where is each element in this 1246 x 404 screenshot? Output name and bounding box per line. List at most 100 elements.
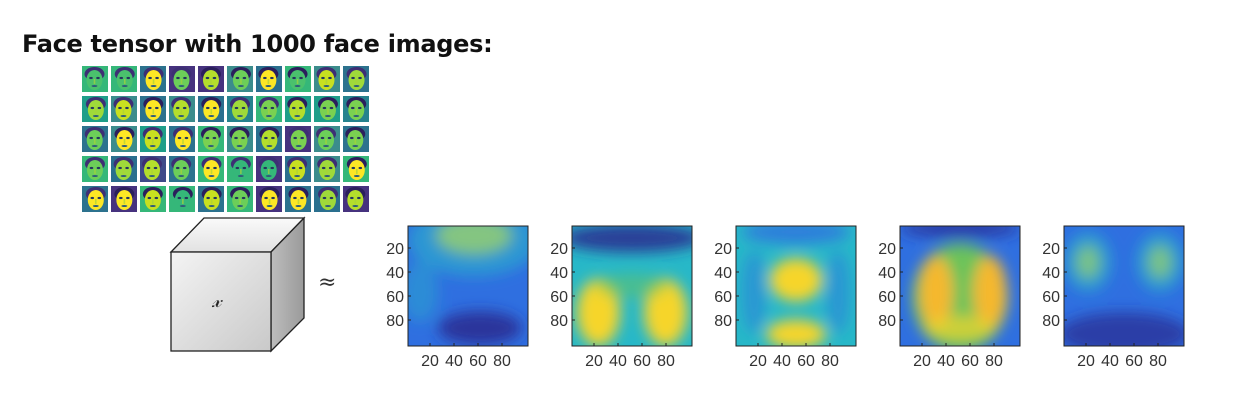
- x-tick-label: 20: [1077, 353, 1095, 370]
- face-thumbnail: [256, 126, 282, 152]
- x-tick-label: 40: [445, 353, 463, 370]
- heatmap-blob: [1136, 232, 1184, 292]
- face-thumbnail: [169, 96, 195, 122]
- heatmap-blob: [742, 250, 766, 334]
- x-tick-label: 80: [1149, 353, 1167, 370]
- face-thumbnail: [111, 186, 137, 212]
- y-tick-label: 60: [550, 289, 568, 306]
- face-thumbnail: [314, 186, 340, 212]
- face-thumbnail: [111, 156, 137, 182]
- approx-symbol: ≈: [318, 270, 337, 295]
- page-title: Face tensor with 1000 face images:: [22, 30, 493, 58]
- heatmap-blob: [1064, 312, 1184, 346]
- face-image-grid: [82, 66, 376, 212]
- heatmap-blob: [438, 311, 522, 345]
- x-tick-label: 20: [749, 353, 767, 370]
- heatmap-frame: [899, 225, 1021, 347]
- face-thumbnail: [256, 66, 282, 92]
- y-tick-label: 40: [550, 265, 568, 282]
- face-thumbnail: [256, 156, 282, 182]
- face-thumbnail: [227, 126, 253, 152]
- heatmap-blob: [919, 256, 953, 328]
- cube-front-face: [170, 251, 272, 352]
- face-thumbnail: [82, 126, 108, 152]
- x-tick-label: 60: [961, 353, 979, 370]
- y-tick-label: 40: [714, 265, 732, 282]
- x-tick-label: 40: [773, 353, 791, 370]
- y-tick-label: 80: [386, 313, 404, 330]
- y-tick-label: 40: [878, 265, 896, 282]
- face-thumbnail: [140, 96, 166, 122]
- y-tick-label: 60: [386, 289, 404, 306]
- y-tick-label: 20: [550, 241, 568, 258]
- y-tick-label: 20: [714, 241, 732, 258]
- face-thumbnail: [111, 126, 137, 152]
- heatmap-blob: [973, 256, 1007, 328]
- heatmap-blob: [576, 278, 620, 346]
- x-tick-label: 20: [585, 353, 603, 370]
- heatmap-frame: [407, 225, 529, 347]
- heatmap-blob: [1064, 232, 1112, 292]
- face-thumbnail: [227, 66, 253, 92]
- face-thumbnail: [314, 126, 340, 152]
- heatmap-blob: [900, 226, 1020, 238]
- y-tick-label: 40: [386, 265, 404, 282]
- x-tick-label: 60: [1125, 353, 1143, 370]
- heatmap-blob: [596, 274, 668, 298]
- heatmap-blob: [769, 258, 823, 302]
- x-tick-label: 20: [913, 353, 931, 370]
- x-tick-label: 80: [493, 353, 511, 370]
- face-thumbnail: [198, 156, 224, 182]
- x-tick-label: 80: [821, 353, 839, 370]
- face-thumbnail: [140, 126, 166, 152]
- face-thumbnail: [82, 156, 108, 182]
- face-thumbnail: [285, 186, 311, 212]
- x-tick-label: 40: [1101, 353, 1119, 370]
- face-thumbnail: [314, 96, 340, 122]
- face-thumbnail: [198, 66, 224, 92]
- face-thumbnail: [169, 186, 195, 212]
- face-thumbnail: [256, 96, 282, 122]
- heatmap-blob: [924, 316, 996, 340]
- y-tick-label: 20: [386, 241, 404, 258]
- factor-panel-2: 20 40 60 80 20 40 60 80: [540, 224, 720, 384]
- y-tick-label: 40: [1042, 265, 1060, 282]
- y-tick-label: 60: [714, 289, 732, 306]
- face-thumbnail: [111, 66, 137, 92]
- face-thumbnail: [343, 186, 369, 212]
- x-tick-label: 60: [797, 353, 815, 370]
- y-tick-label: 80: [878, 313, 896, 330]
- y-tick-label: 60: [1042, 289, 1060, 306]
- y-tick-label: 60: [878, 289, 896, 306]
- face-thumbnail: [227, 96, 253, 122]
- face-thumbnail: [82, 186, 108, 212]
- face-thumbnail: [285, 126, 311, 152]
- factor-panel-3: 20 40 60 80 20 40 60 80: [704, 224, 884, 384]
- tensor-symbol: 𝓍: [212, 288, 222, 312]
- face-thumbnail: [343, 156, 369, 182]
- y-tick-label: 80: [714, 313, 732, 330]
- heatmap-blob: [644, 278, 688, 346]
- face-thumbnail: [198, 96, 224, 122]
- face-thumbnail: [169, 156, 195, 182]
- heatmap-blob: [572, 226, 692, 253]
- x-tick-label: 20: [421, 353, 439, 370]
- face-thumbnail: [285, 66, 311, 92]
- face-thumbnail: [285, 96, 311, 122]
- face-thumbnail: [256, 186, 282, 212]
- heatmap-frame: [1063, 225, 1185, 347]
- x-tick-label: 40: [937, 353, 955, 370]
- face-thumbnail: [140, 66, 166, 92]
- x-tick-label: 40: [609, 353, 627, 370]
- y-tick-label: 80: [550, 313, 568, 330]
- y-tick-label: 20: [1042, 241, 1060, 258]
- face-thumbnail: [198, 186, 224, 212]
- face-thumbnail: [82, 96, 108, 122]
- face-thumbnail: [169, 126, 195, 152]
- face-thumbnail: [343, 96, 369, 122]
- face-thumbnail: [82, 66, 108, 92]
- face-thumbnail: [227, 156, 253, 182]
- x-tick-label: 80: [985, 353, 1003, 370]
- x-tick-label: 60: [469, 353, 487, 370]
- heatmap-blob: [742, 226, 850, 244]
